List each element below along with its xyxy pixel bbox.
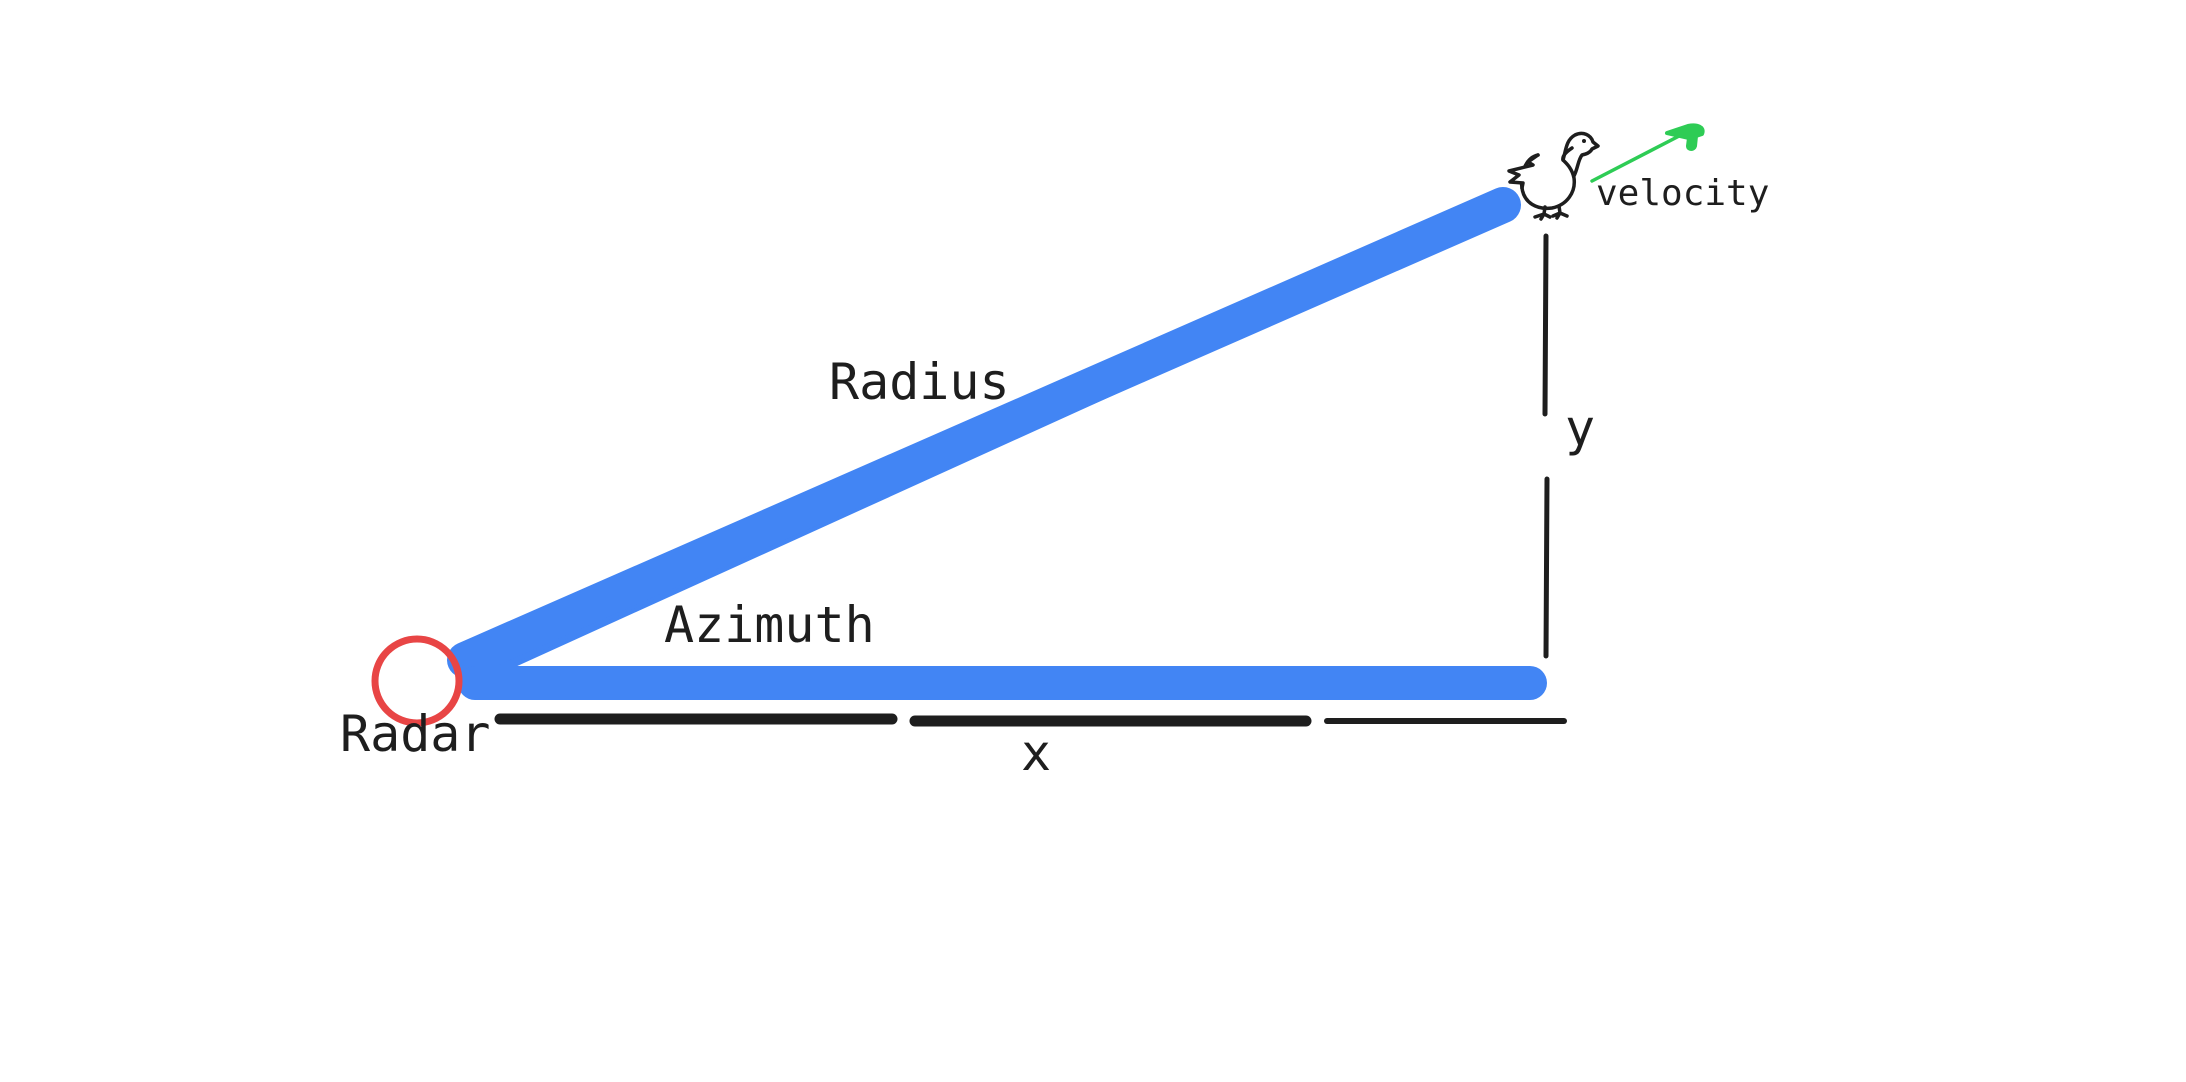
- radius-label: Radius: [829, 353, 1010, 411]
- velocity-label: velocity: [1596, 173, 1769, 214]
- y-label: y: [1565, 399, 1595, 457]
- radius-line-stroke: [447, 187, 1521, 678]
- radar-circle-icon: [371, 635, 463, 727]
- velocity-arrow-icon: [1590, 123, 1705, 183]
- x-measure-line: [494, 713, 1567, 727]
- radar-label: Radar: [340, 705, 491, 763]
- x-label: x: [1021, 724, 1051, 782]
- bird-icon: [1507, 131, 1600, 221]
- y-measure-line: [1542, 233, 1550, 659]
- azimuth-label: Azimuth: [664, 596, 875, 654]
